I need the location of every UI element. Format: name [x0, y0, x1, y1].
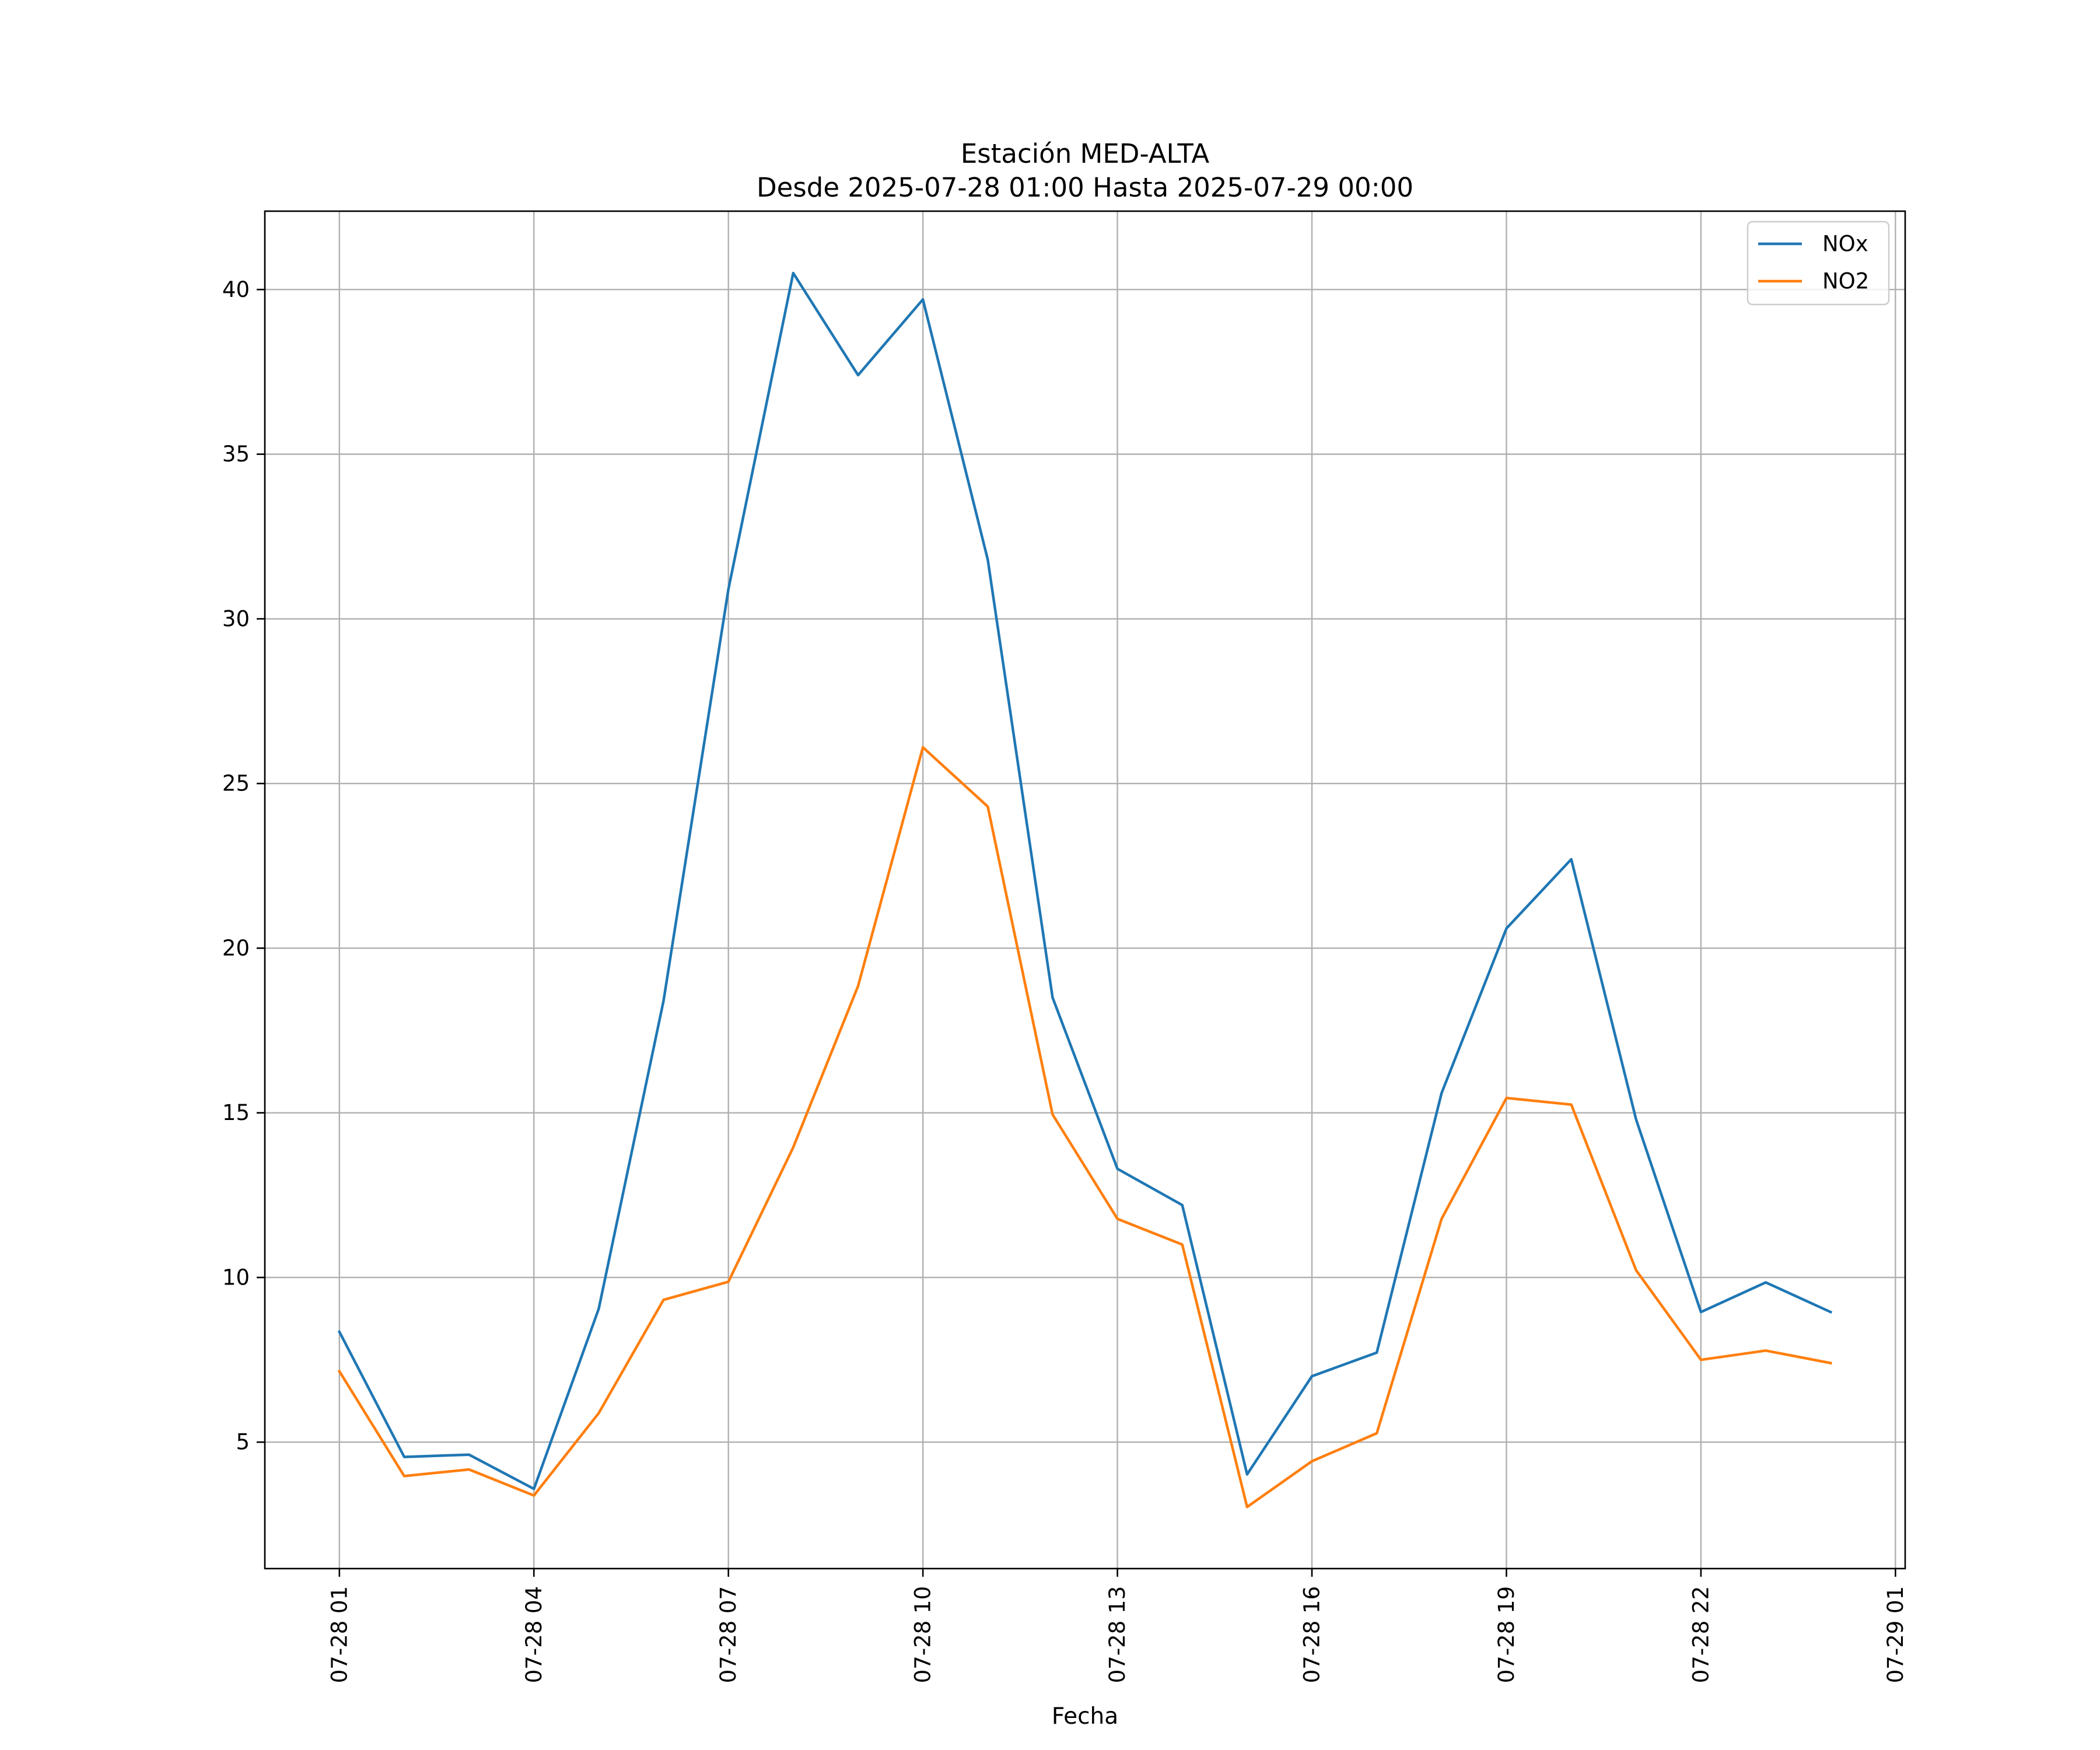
series-line-no2 [337, 746, 1832, 1508]
y-tick-label: 10 [222, 1265, 250, 1290]
x-tick-label: 07-28 07 [716, 1586, 741, 1683]
x-tick-label: 07-28 16 [1300, 1586, 1325, 1683]
legend-label-nox: NOx [1822, 232, 1868, 257]
plot-frame [264, 210, 1906, 1570]
x-axis-label: Fecha [1052, 1703, 1118, 1730]
x-tick-label: 07-28 13 [1105, 1586, 1130, 1683]
x-tick-label: 07-28 10 [911, 1586, 936, 1683]
y-tick-label: 15 [222, 1100, 250, 1125]
legend-box [1746, 220, 1890, 306]
y-tick-label: 35 [222, 442, 250, 467]
x-tick-label: 07-28 22 [1688, 1586, 1713, 1683]
series-lines [337, 271, 1833, 1508]
legend: NOx NO2 [1746, 220, 1890, 306]
y-tick-label: 5 [236, 1430, 250, 1455]
chart-title: Estación MED-ALTA [961, 138, 1210, 169]
grid [265, 211, 1905, 1569]
y-tick-label: 30 [222, 606, 250, 631]
x-tick-label: 07-28 19 [1494, 1586, 1519, 1683]
legend-label-no2: NO2 [1822, 269, 1869, 294]
series-line-nox [337, 271, 1833, 1490]
chart-subtitle: Desde 2025-07-28 01:00 Hasta 2025-07-29 … [757, 172, 1413, 203]
y-tick-label: 25 [222, 771, 250, 796]
y-tick-label: 40 [222, 277, 250, 302]
x-tick-label: 07-29 01 [1883, 1586, 1908, 1683]
x-tick-label: 07-28 04 [522, 1586, 547, 1683]
y-tick-label: 20 [222, 936, 250, 961]
x-tick-label: 07-28 01 [327, 1586, 352, 1683]
axis-ticks: 07-28 01 07-28 04 07-28 07 07-28 10 07-28 13… [222, 277, 1908, 1684]
